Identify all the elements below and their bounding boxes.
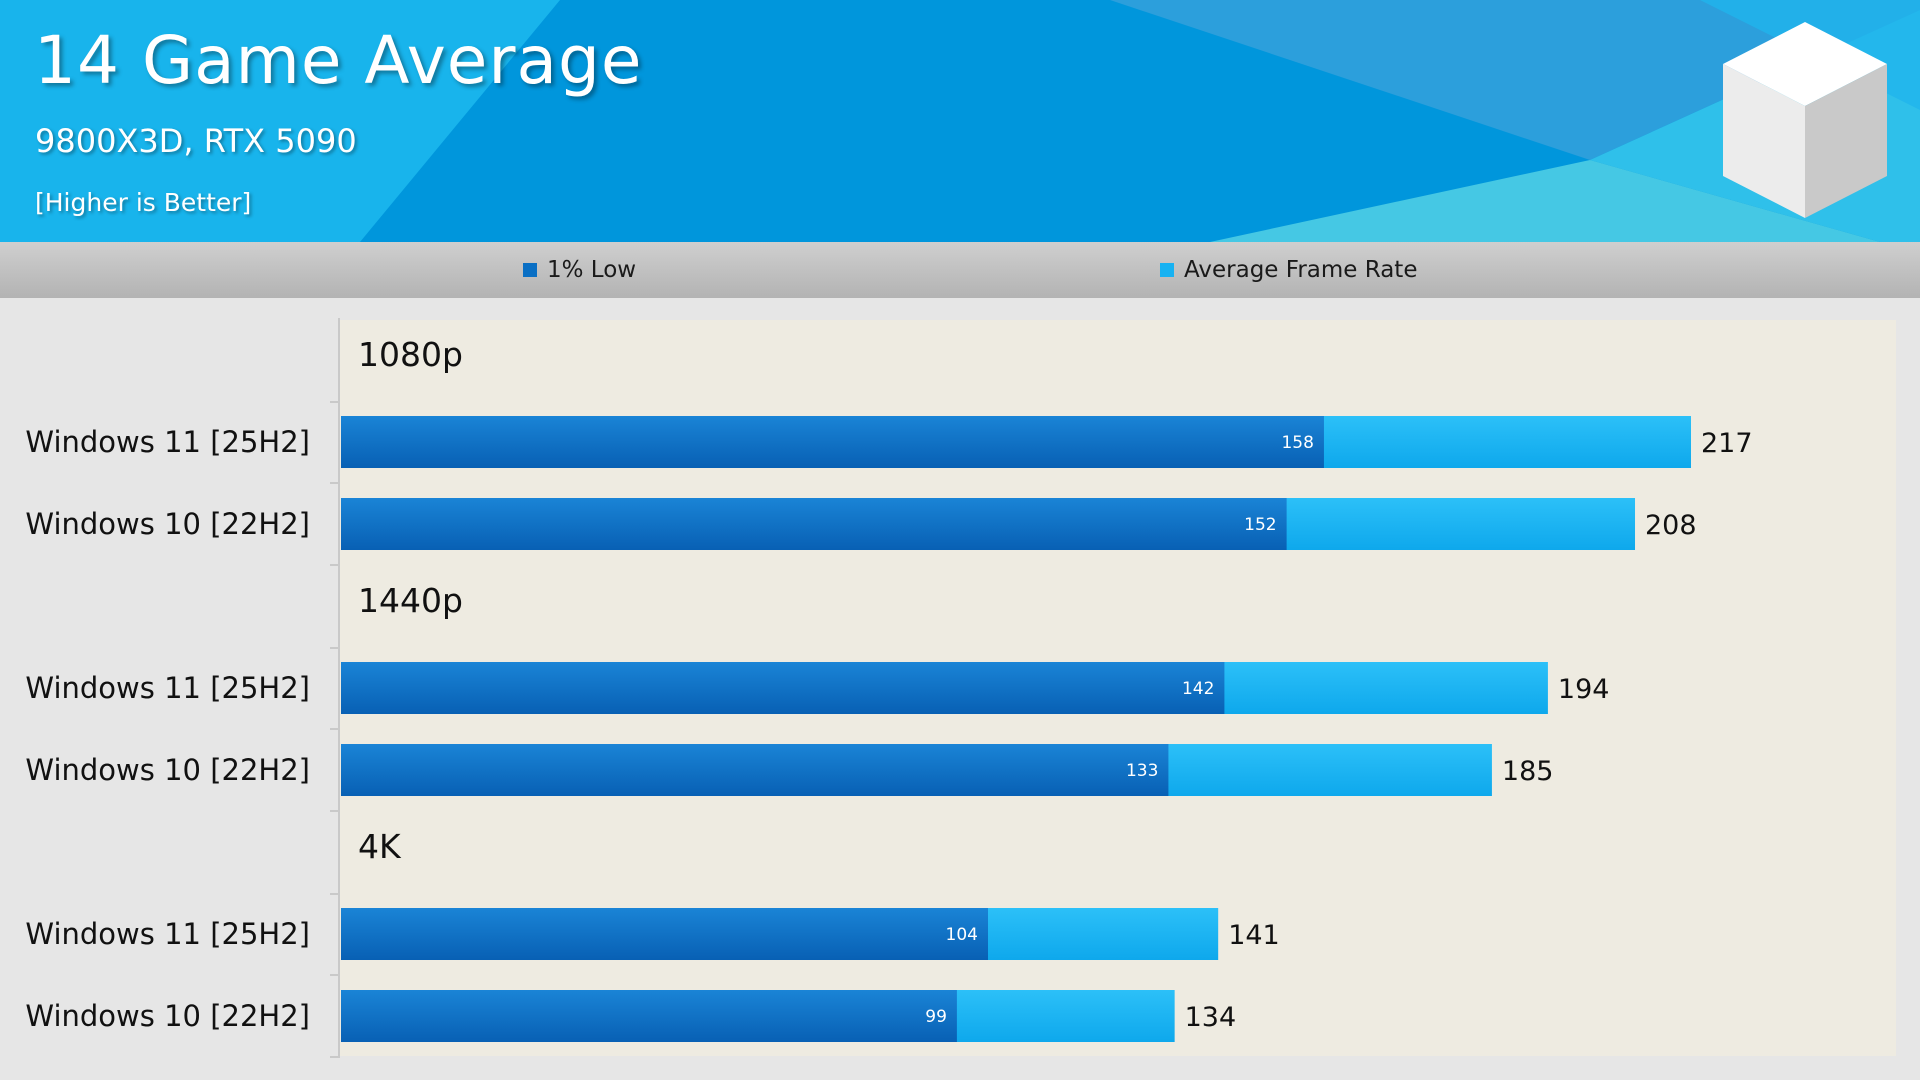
- legend-item-average: Average Frame Rate: [1160, 256, 1417, 284]
- chart-note: [Higher is Better]: [35, 188, 252, 217]
- data-label-1pct-low: 133: [1126, 761, 1158, 781]
- bar-1pct-low: [341, 744, 1169, 796]
- legend-swatch-average: [1160, 263, 1174, 277]
- chart-subtitle: 9800X3D, RTX 5090: [35, 122, 357, 160]
- group-label-4k: 4K: [358, 827, 402, 866]
- bar-1pct-low: [341, 908, 989, 960]
- chart-title: 14 Game Average: [34, 22, 643, 99]
- category-label: Windows 10 [22H2]: [25, 753, 310, 787]
- bar-1pct-low: [341, 662, 1225, 714]
- legend-label-1pct-low: 1% Low: [547, 257, 637, 283]
- data-label-1pct-low: 142: [1182, 679, 1214, 699]
- legend-swatch-1pct-low: [523, 263, 537, 277]
- data-label-1pct-low: 158: [1281, 433, 1313, 453]
- bar-1pct-low: [341, 498, 1287, 550]
- data-label-average: 141: [1228, 920, 1280, 951]
- category-axis-line: [338, 318, 340, 1056]
- category-label: Windows 11 [25H2]: [25, 425, 310, 459]
- data-label-average: 217: [1701, 428, 1753, 459]
- group-label-1440p: 1440p: [358, 581, 463, 620]
- category-label: Windows 10 [22H2]: [25, 999, 310, 1033]
- legend-label-average: Average Frame Rate: [1184, 257, 1418, 283]
- legend: 1% Low Average Frame Rate: [0, 242, 1920, 298]
- data-label-average: 185: [1502, 756, 1554, 787]
- data-label-average: 194: [1558, 674, 1610, 705]
- data-label-average: 208: [1645, 510, 1697, 541]
- category-label: Windows 11 [25H2]: [25, 917, 310, 951]
- data-label-average: 134: [1185, 1002, 1237, 1033]
- category-label: Windows 11 [25H2]: [25, 671, 310, 705]
- cube-logo-icon: [1723, 22, 1887, 218]
- chart-header: 14 Game Average 9800X3D, RTX 5090 [Highe…: [0, 0, 1920, 242]
- data-label-1pct-low: 99: [925, 1007, 947, 1027]
- data-label-1pct-low: 104: [946, 925, 978, 945]
- legend-item-1pct-low: 1% Low: [523, 256, 636, 284]
- category-label: Windows 10 [22H2]: [25, 507, 310, 541]
- data-label-1pct-low: 152: [1244, 515, 1276, 535]
- bar-1pct-low: [341, 416, 1324, 468]
- bar-1pct-low: [341, 990, 957, 1042]
- group-label-1080p: 1080p: [358, 335, 463, 374]
